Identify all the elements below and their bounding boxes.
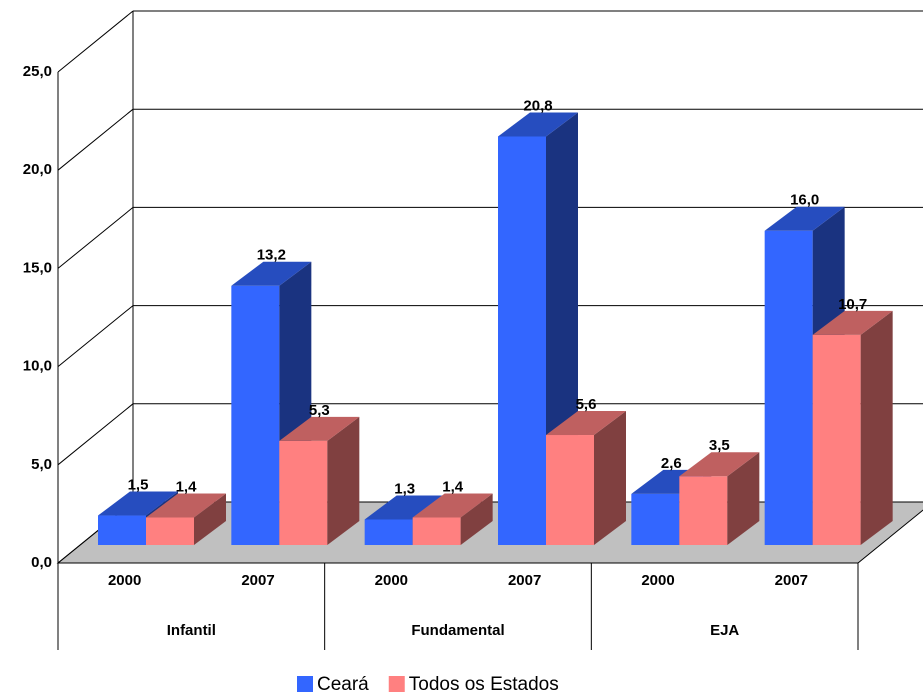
- grid-line: [57, 403, 134, 466]
- x-tick-label: 2000: [641, 572, 674, 589]
- bar: [146, 517, 194, 545]
- value-label: 3,5: [709, 437, 730, 454]
- y-tick-label: 10,0: [23, 358, 52, 375]
- bar-top: [679, 452, 760, 477]
- bar-top: [279, 416, 360, 441]
- value-label: 16,0: [790, 192, 819, 209]
- legend-swatch: [388, 676, 405, 692]
- x-tick-label: 2000: [108, 572, 141, 589]
- x-tick-label: 2007: [775, 572, 808, 589]
- value-label: 1,4: [442, 478, 464, 495]
- y-tick-label: 5,0: [31, 456, 52, 473]
- bar: [498, 136, 546, 545]
- bar-top: [231, 261, 312, 286]
- bar: [631, 493, 680, 545]
- bar-side: [194, 493, 226, 545]
- bar: [231, 285, 280, 545]
- grid-line: [57, 305, 134, 367]
- x-tick-label: 2007: [508, 572, 541, 589]
- grid-line: [57, 207, 134, 269]
- bar-top: [764, 206, 845, 231]
- x-tick-label: 2007: [241, 572, 274, 589]
- value-label: 13,2: [257, 247, 286, 264]
- group-label: Fundamental: [411, 622, 504, 639]
- bar: [412, 517, 461, 545]
- bar-top: [364, 495, 445, 520]
- value-label: 2,6: [661, 455, 682, 472]
- value-label: 1,3: [394, 480, 415, 497]
- value-label: 5,6: [576, 396, 597, 413]
- value-label: 5,3: [309, 402, 330, 419]
- legend-label: Ceará: [317, 674, 369, 695]
- bar-side: [327, 416, 360, 545]
- x-tick-label: 2000: [375, 572, 408, 589]
- bar-top: [146, 493, 226, 518]
- value-label: 20,8: [523, 97, 552, 114]
- bar: [679, 476, 728, 545]
- bar-top: [498, 112, 578, 137]
- bar-side: [594, 411, 626, 545]
- grid-line: [57, 10, 134, 73]
- bar-side: [860, 310, 893, 545]
- group-label: Infantil: [167, 622, 216, 639]
- legend-swatch: [297, 676, 313, 692]
- group-label: EJA: [710, 622, 739, 639]
- bar: [546, 435, 594, 545]
- bar-top: [812, 310, 893, 335]
- legend-label: Todos os Estados: [409, 674, 559, 695]
- bar: [364, 519, 413, 545]
- bar-side: [727, 452, 760, 545]
- bar-side: [460, 493, 493, 545]
- value-label: 1,5: [128, 477, 149, 494]
- bar-top: [98, 491, 178, 516]
- bar: [812, 334, 861, 545]
- y-tick-label: 15,0: [23, 259, 52, 276]
- grid-line: [57, 108, 134, 171]
- bar-top: [412, 493, 493, 518]
- y-tick-label: 25,0: [23, 63, 52, 80]
- bar: [279, 440, 328, 545]
- y-tick-label: 0,0: [31, 554, 52, 571]
- value-label: 1,4: [176, 478, 198, 495]
- bar: [764, 230, 813, 545]
- bar-top: [546, 411, 626, 436]
- y-tick-label: 20,0: [23, 161, 52, 178]
- value-label: 10,7: [838, 296, 867, 313]
- bar: [98, 515, 146, 545]
